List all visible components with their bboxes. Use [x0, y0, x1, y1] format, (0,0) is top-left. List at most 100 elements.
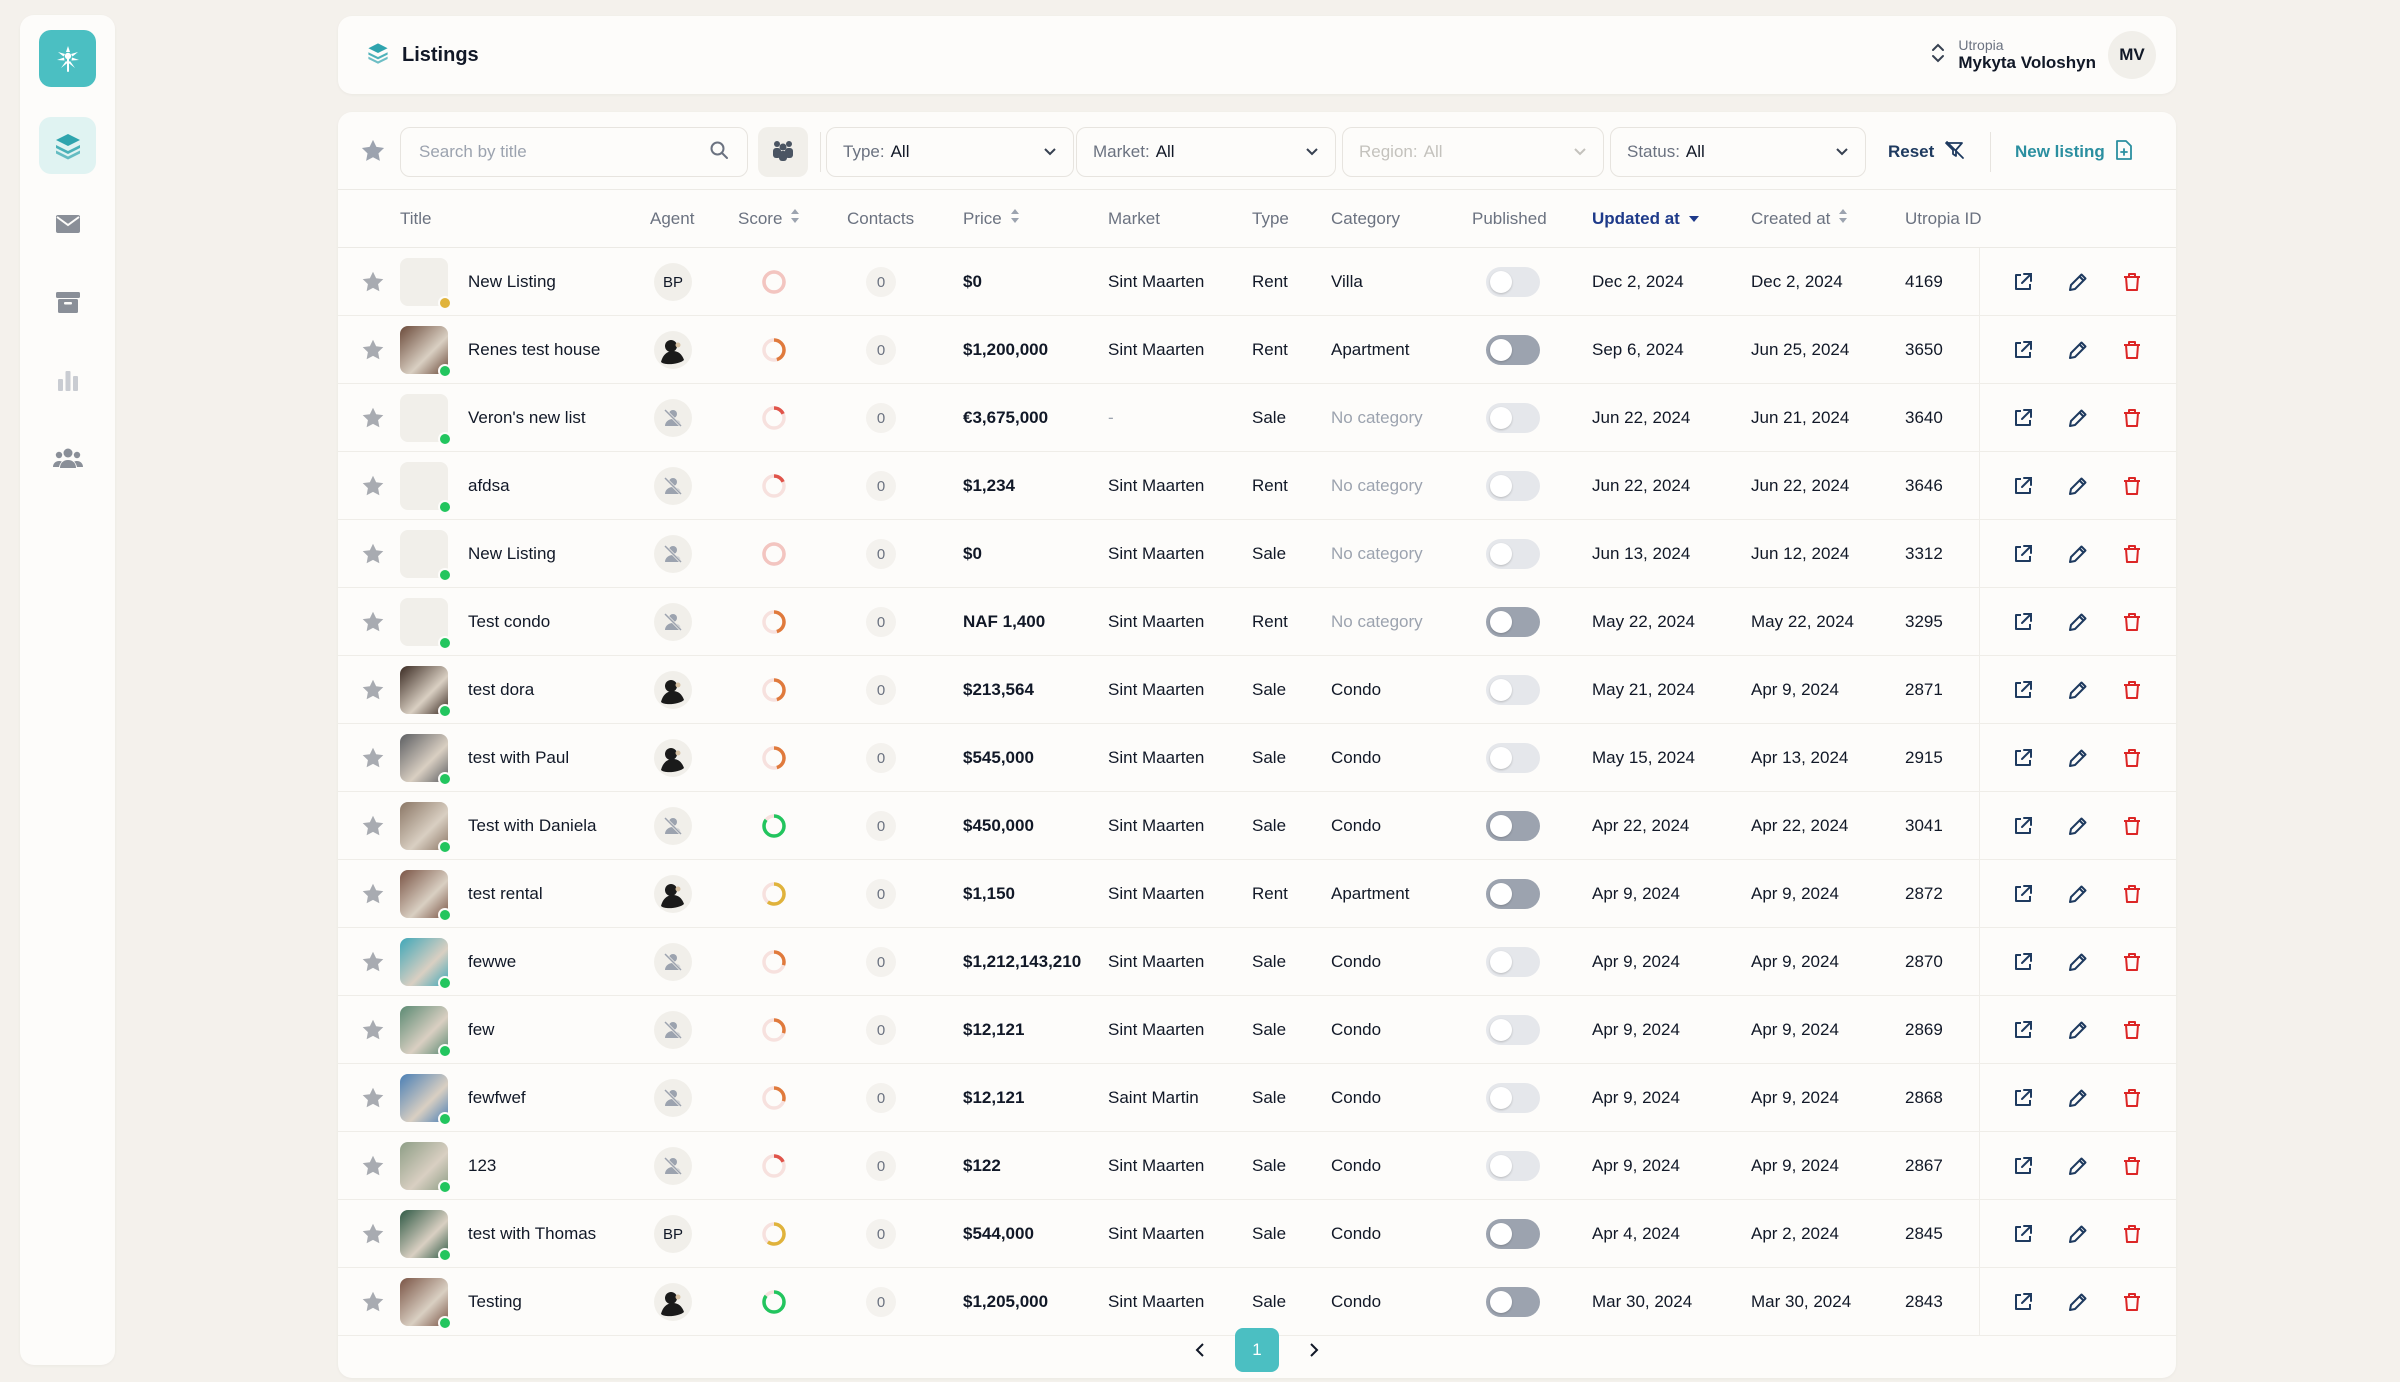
favorite-star-icon[interactable] [356, 656, 390, 724]
palm-tree-icon[interactable] [39, 30, 96, 87]
external-link-icon[interactable] [2006, 384, 2040, 452]
favorite-star-icon[interactable] [356, 1200, 390, 1268]
published-toggle[interactable] [1486, 520, 1546, 588]
listing-title[interactable]: test rental [468, 884, 543, 903]
listing-title[interactable]: Veron's new list [468, 408, 586, 427]
column-score[interactable]: Score [738, 208, 800, 229]
reset-filters-button[interactable]: Reset [1888, 127, 1966, 177]
published-toggle[interactable] [1486, 996, 1546, 1064]
table-row[interactable]: test with Thomas BP 0 $544,000 Sint Maar… [338, 1200, 2176, 1268]
table-row[interactable]: test dora 0 $213,564 Sint Maarten Sale C… [338, 656, 2176, 724]
external-link-icon[interactable] [2006, 724, 2040, 792]
listing-title[interactable]: fewfwef [468, 1088, 526, 1107]
favorite-star-icon[interactable] [356, 520, 390, 588]
pencil-icon[interactable] [2061, 928, 2095, 996]
external-link-icon[interactable] [2006, 860, 2040, 928]
published-toggle[interactable] [1486, 452, 1546, 520]
trash-icon[interactable] [2115, 1268, 2149, 1336]
favorite-star-icon[interactable] [356, 316, 390, 384]
listing-title[interactable]: Test with Daniela [468, 816, 597, 835]
pencil-icon[interactable] [2061, 248, 2095, 316]
pencil-icon[interactable] [2061, 316, 2095, 384]
table-row[interactable]: New Listing BP 0 $0 Sint Maarten Rent Vi… [338, 248, 2176, 316]
trash-icon[interactable] [2115, 996, 2149, 1064]
listing-title[interactable]: test with Thomas [468, 1224, 597, 1243]
external-link-icon[interactable] [2006, 248, 2040, 316]
layers-icon[interactable] [39, 117, 96, 174]
table-row[interactable]: fewwe 0 $1,212,143,210 Sint Maarten Sale… [338, 928, 2176, 996]
listing-title[interactable]: few [468, 1020, 495, 1039]
agents-filter-button[interactable] [758, 127, 808, 177]
external-link-icon[interactable] [2006, 1200, 2040, 1268]
external-link-icon[interactable] [2006, 792, 2040, 860]
trash-icon[interactable] [2115, 384, 2149, 452]
column-updated-at[interactable]: Updated at [1592, 209, 1700, 229]
favorite-star-icon[interactable] [356, 1064, 390, 1132]
published-toggle[interactable] [1486, 1064, 1546, 1132]
table-row[interactable]: test rental 0 $1,150 Sint Maarten Rent A… [338, 860, 2176, 928]
published-toggle[interactable] [1486, 792, 1546, 860]
external-link-icon[interactable] [2006, 588, 2040, 656]
pencil-icon[interactable] [2061, 1268, 2095, 1336]
external-link-icon[interactable] [2006, 520, 2040, 588]
trash-icon[interactable] [2115, 928, 2149, 996]
listing-title[interactable]: Renes test house [468, 340, 601, 359]
favorite-star-icon[interactable] [356, 384, 390, 452]
table-row[interactable]: New Listing 0 $0 Sint Maarten Sale No ca… [338, 520, 2176, 588]
pencil-icon[interactable] [2061, 520, 2095, 588]
pencil-icon[interactable] [2061, 452, 2095, 520]
favorite-star-icon[interactable] [356, 1268, 390, 1336]
pencil-icon[interactable] [2061, 384, 2095, 452]
published-toggle[interactable] [1486, 860, 1546, 928]
table-row[interactable]: fewfwef 0 $12,121 Saint Martin Sale Cond… [338, 1064, 2176, 1132]
listing-title[interactable]: New Listing [468, 272, 556, 291]
trash-icon[interactable] [2115, 520, 2149, 588]
table-row[interactable]: 123 0 $122 Sint Maarten Sale Condo Apr 9… [338, 1132, 2176, 1200]
pencil-icon[interactable] [2061, 1200, 2095, 1268]
trash-icon[interactable] [2115, 452, 2149, 520]
favorite-star-icon[interactable] [356, 792, 390, 860]
table-row[interactable]: few 0 $12,121 Sint Maarten Sale Condo Ap… [338, 996, 2176, 1064]
search-input[interactable] [419, 142, 699, 162]
listing-title[interactable]: test with Paul [468, 748, 570, 767]
favorite-star-icon[interactable] [356, 248, 390, 316]
table-row[interactable]: Test condo 0 NAF 1,400 Sint Maarten Rent… [338, 588, 2176, 656]
chevron-left-icon[interactable] [1183, 1333, 1217, 1367]
trash-icon[interactable] [2115, 316, 2149, 384]
pencil-icon[interactable] [2061, 792, 2095, 860]
table-row[interactable]: Veron's new list 0 €3,675,000 - Sale No … [338, 384, 2176, 452]
column-price[interactable]: Price [963, 208, 1020, 229]
page-button[interactable]: 1 [1235, 1328, 1279, 1372]
listing-title[interactable]: Testing [468, 1292, 522, 1311]
external-link-icon[interactable] [2006, 1132, 2040, 1200]
pencil-icon[interactable] [2061, 996, 2095, 1064]
listing-title[interactable]: Test condo [468, 612, 551, 631]
listing-title[interactable]: afdsa [468, 476, 510, 495]
published-toggle[interactable] [1486, 384, 1546, 452]
pencil-icon[interactable] [2061, 588, 2095, 656]
trash-icon[interactable] [2115, 588, 2149, 656]
listing-title[interactable]: 123 [468, 1156, 497, 1175]
favorites-filter-star-icon[interactable] [356, 134, 390, 168]
published-toggle[interactable] [1486, 724, 1546, 792]
trash-icon[interactable] [2115, 1132, 2149, 1200]
users-icon[interactable] [39, 429, 96, 486]
published-toggle[interactable] [1486, 316, 1546, 384]
published-toggle[interactable] [1486, 1132, 1546, 1200]
column-created-at[interactable]: Created at [1751, 208, 1848, 229]
favorite-star-icon[interactable] [356, 724, 390, 792]
published-toggle[interactable] [1486, 588, 1546, 656]
external-link-icon[interactable] [2006, 656, 2040, 724]
pencil-icon[interactable] [2061, 724, 2095, 792]
table-row[interactable]: afdsa 0 $1,234 Sint Maarten Rent No cate… [338, 452, 2176, 520]
published-toggle[interactable] [1486, 248, 1546, 316]
pencil-icon[interactable] [2061, 656, 2095, 724]
listing-title[interactable]: New Listing [468, 544, 556, 563]
external-link-icon[interactable] [2006, 1268, 2040, 1336]
favorite-star-icon[interactable] [356, 588, 390, 656]
trash-icon[interactable] [2115, 1064, 2149, 1132]
external-link-icon[interactable] [2006, 1064, 2040, 1132]
table-row[interactable]: Test with Daniela 0 $450,000 Sint Maarte… [338, 792, 2176, 860]
pencil-icon[interactable] [2061, 860, 2095, 928]
published-toggle[interactable] [1486, 928, 1546, 996]
